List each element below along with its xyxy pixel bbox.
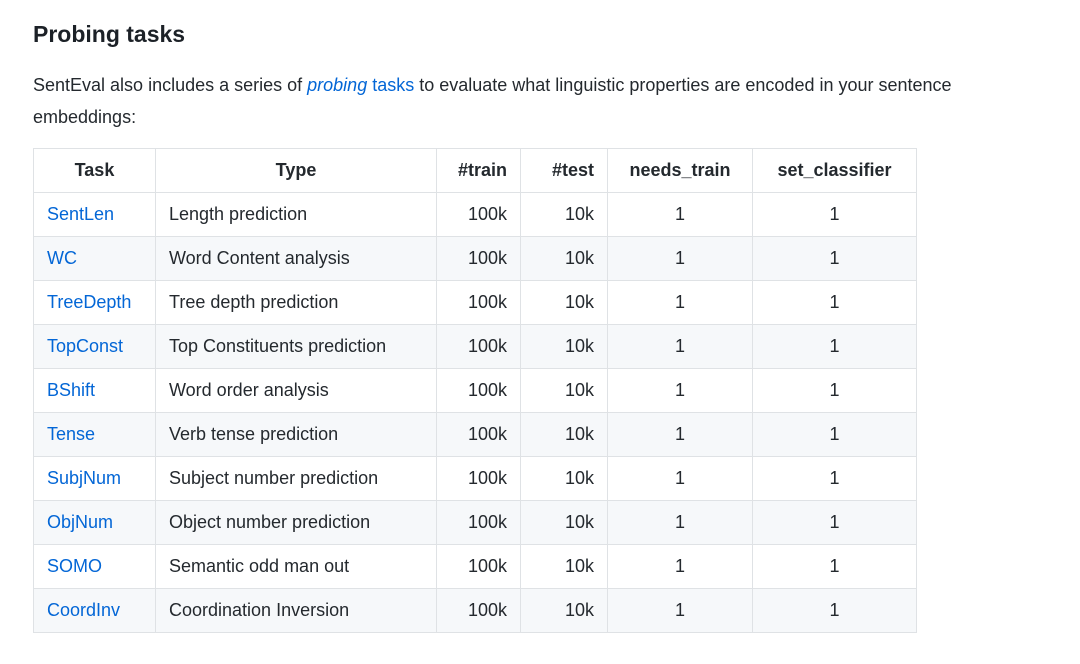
cell-needs_train: 1	[607, 544, 753, 589]
column-header-type: Type	[155, 148, 437, 193]
cell-needs_train: 1	[607, 412, 753, 457]
column-header-train: #train	[436, 148, 521, 193]
table-header-row: Task Type #train #test needs_train set_classi…	[33, 148, 917, 193]
table-row: TreeDepth Tree depth prediction 100k 10k 1 1	[33, 280, 917, 325]
task-link[interactable]: BShift	[47, 380, 96, 400]
cell-task: BShift	[33, 368, 156, 413]
cell-type: Word order analysis	[155, 368, 437, 413]
table-row: WC Word Content analysis 100k 10k 1 1	[33, 236, 917, 281]
cell-type: Coordination Inversion	[155, 588, 437, 633]
cell-needs_train: 1	[607, 456, 753, 501]
cell-type: Semantic odd man out	[155, 544, 437, 589]
cell-needs_train: 1	[607, 236, 753, 281]
cell-needs_train: 1	[607, 500, 753, 545]
cell-task: ObjNum	[33, 500, 156, 545]
task-link[interactable]: ObjNum	[47, 512, 114, 532]
cell-set_classifier: 1	[752, 324, 917, 369]
table-row: CoordInv Coordination Inversion 100k 10k 1 1	[33, 588, 917, 633]
cell-test: 10k	[520, 368, 608, 413]
cell-test: 10k	[520, 324, 608, 369]
probing-tasks-link[interactable]: probing tasks	[307, 75, 414, 95]
table-row: ObjNum Object number prediction 100k 10k 1 1	[33, 500, 917, 545]
task-link[interactable]: CoordInv	[47, 600, 121, 620]
cell-needs_train: 1	[607, 324, 753, 369]
cell-task: WC	[33, 236, 156, 281]
task-link[interactable]: TopConst	[47, 336, 124, 356]
task-link[interactable]: SOMO	[47, 556, 103, 576]
cell-set_classifier: 1	[752, 500, 917, 545]
cell-task: TreeDepth	[33, 280, 156, 325]
table-row: SentLen Length prediction 100k 10k 1 1	[33, 192, 917, 237]
task-link[interactable]: TreeDepth	[47, 292, 132, 312]
cell-test: 10k	[520, 588, 608, 633]
cell-test: 10k	[520, 236, 608, 281]
task-link[interactable]: SentLen	[47, 204, 115, 224]
cell-task: SOMO	[33, 544, 156, 589]
table-body: SentLen Length prediction 100k 10k 1 1 WC Word …	[33, 192, 917, 633]
cell-needs_train: 1	[607, 368, 753, 413]
cell-set_classifier: 1	[752, 588, 917, 633]
column-header-test: #test	[520, 148, 608, 193]
cell-train: 100k	[436, 500, 521, 545]
probing-tasks-link-emphasis[interactable]: probing	[307, 75, 368, 95]
cell-type: Verb tense prediction	[155, 412, 437, 457]
cell-task: SentLen	[33, 192, 156, 237]
intro-paragraph: SentEval also includes a series of probi…	[33, 69, 1048, 133]
cell-needs_train: 1	[607, 280, 753, 325]
cell-type: Length prediction	[155, 192, 437, 237]
cell-needs_train: 1	[607, 588, 753, 633]
cell-train: 100k	[436, 280, 521, 325]
task-link[interactable]: WC	[47, 248, 77, 268]
section-heading: Probing tasks	[33, 21, 186, 47]
cell-test: 10k	[520, 412, 608, 457]
cell-type: Word Content analysis	[155, 236, 437, 281]
cell-set_classifier: 1	[752, 544, 917, 589]
cell-test: 10k	[520, 500, 608, 545]
cell-task: TopConst	[33, 324, 156, 369]
cell-train: 100k	[436, 412, 521, 457]
cell-type: Top Constituents prediction	[155, 324, 437, 369]
cell-test: 10k	[520, 456, 608, 501]
cell-train: 100k	[436, 456, 521, 501]
table-row: SOMO Semantic odd man out 100k 10k 1 1	[33, 544, 917, 589]
cell-train: 100k	[436, 588, 521, 633]
table-row: BShift Word order analysis 100k 10k 1 1	[33, 368, 917, 413]
cell-task: Tense	[33, 412, 156, 457]
cell-train: 100k	[436, 324, 521, 369]
cell-set_classifier: 1	[752, 412, 917, 457]
column-header-set_classifier: set_classifier	[752, 148, 917, 193]
paragraph-text-before: SentEval also includes a series of	[33, 75, 308, 95]
cell-needs_train: 1	[607, 192, 753, 237]
column-header-task: Task	[33, 148, 156, 193]
cell-test: 10k	[520, 192, 608, 237]
cell-train: 100k	[436, 192, 521, 237]
cell-set_classifier: 1	[752, 236, 917, 281]
probing-tasks-table: Task Type #train #test needs_train set_classi…	[33, 148, 917, 633]
cell-train: 100k	[436, 544, 521, 589]
cell-train: 100k	[436, 368, 521, 413]
cell-test: 10k	[520, 280, 608, 325]
cell-type: Object number prediction	[155, 500, 437, 545]
cell-test: 10k	[520, 544, 608, 589]
cell-type: Subject number prediction	[155, 456, 437, 501]
cell-task: CoordInv	[33, 588, 156, 633]
cell-train: 100k	[436, 236, 521, 281]
table-row: Tense Verb tense prediction 100k 10k 1 1	[33, 412, 917, 457]
table-row: SubjNum Subject number prediction 100k 10k 1…	[33, 456, 917, 501]
paragraph-text-after: to evaluate what linguistic properties a…	[33, 75, 952, 127]
table-header: Task Type #train #test needs_train set_classi…	[33, 148, 917, 193]
cell-task: SubjNum	[33, 456, 156, 501]
task-link[interactable]: SubjNum	[47, 468, 122, 488]
cell-type: Tree depth prediction	[155, 280, 437, 325]
cell-set_classifier: 1	[752, 192, 917, 237]
task-link[interactable]: Tense	[47, 424, 96, 444]
cell-set_classifier: 1	[752, 456, 917, 501]
table-row: TopConst Top Constituents prediction 100k 1…	[33, 324, 917, 369]
probing-tasks-link-rest[interactable]: tasks	[367, 75, 415, 95]
cell-set_classifier: 1	[752, 280, 917, 325]
cell-set_classifier: 1	[752, 368, 917, 413]
column-header-needs_train: needs_train	[607, 148, 753, 193]
